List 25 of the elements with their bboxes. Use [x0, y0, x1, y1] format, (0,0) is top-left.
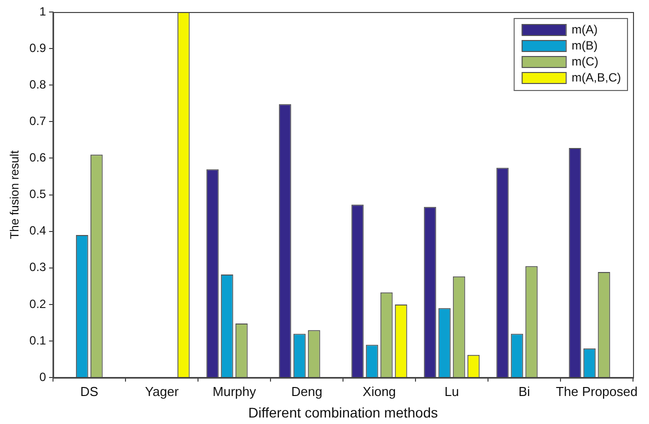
y-tick-label: 0.1	[29, 333, 46, 348]
x-tick-label: Deng	[291, 384, 322, 399]
x-axis-title: Different combination methods	[248, 404, 438, 420]
y-tick-label: 0	[39, 370, 46, 384]
x-tick-label: Bi	[518, 384, 530, 399]
legend-label: m(C)	[572, 54, 598, 68]
y-tick-label: 0.5	[29, 187, 46, 202]
x-tick-label: Lu	[444, 384, 460, 399]
y-tick-label: 0.9	[29, 40, 46, 55]
y-tick-label: 0.2	[29, 296, 46, 311]
y-tick-label: 0.3	[29, 260, 46, 274]
legend-label: m(A,B,C)	[572, 70, 622, 84]
x-tick-label: DS	[80, 384, 99, 399]
y-tick-label: 1	[39, 4, 46, 18]
y-tick-label: 0.7	[29, 114, 46, 128]
x-tick-label: Murphy	[212, 384, 256, 399]
x-tick-label: The Proposed	[556, 384, 638, 399]
legend-label: m(A)	[572, 22, 598, 36]
x-tick-label: Yager	[144, 384, 180, 399]
y-tick-label: 0.8	[29, 77, 46, 92]
x-tick-label: Xiong	[362, 384, 396, 399]
y-axis-title: The fusion result	[8, 150, 22, 240]
legend-label: m(B)	[572, 38, 598, 52]
y-tick-label: 0.4	[29, 224, 46, 238]
y-tick-label: 0.6	[29, 150, 46, 165]
